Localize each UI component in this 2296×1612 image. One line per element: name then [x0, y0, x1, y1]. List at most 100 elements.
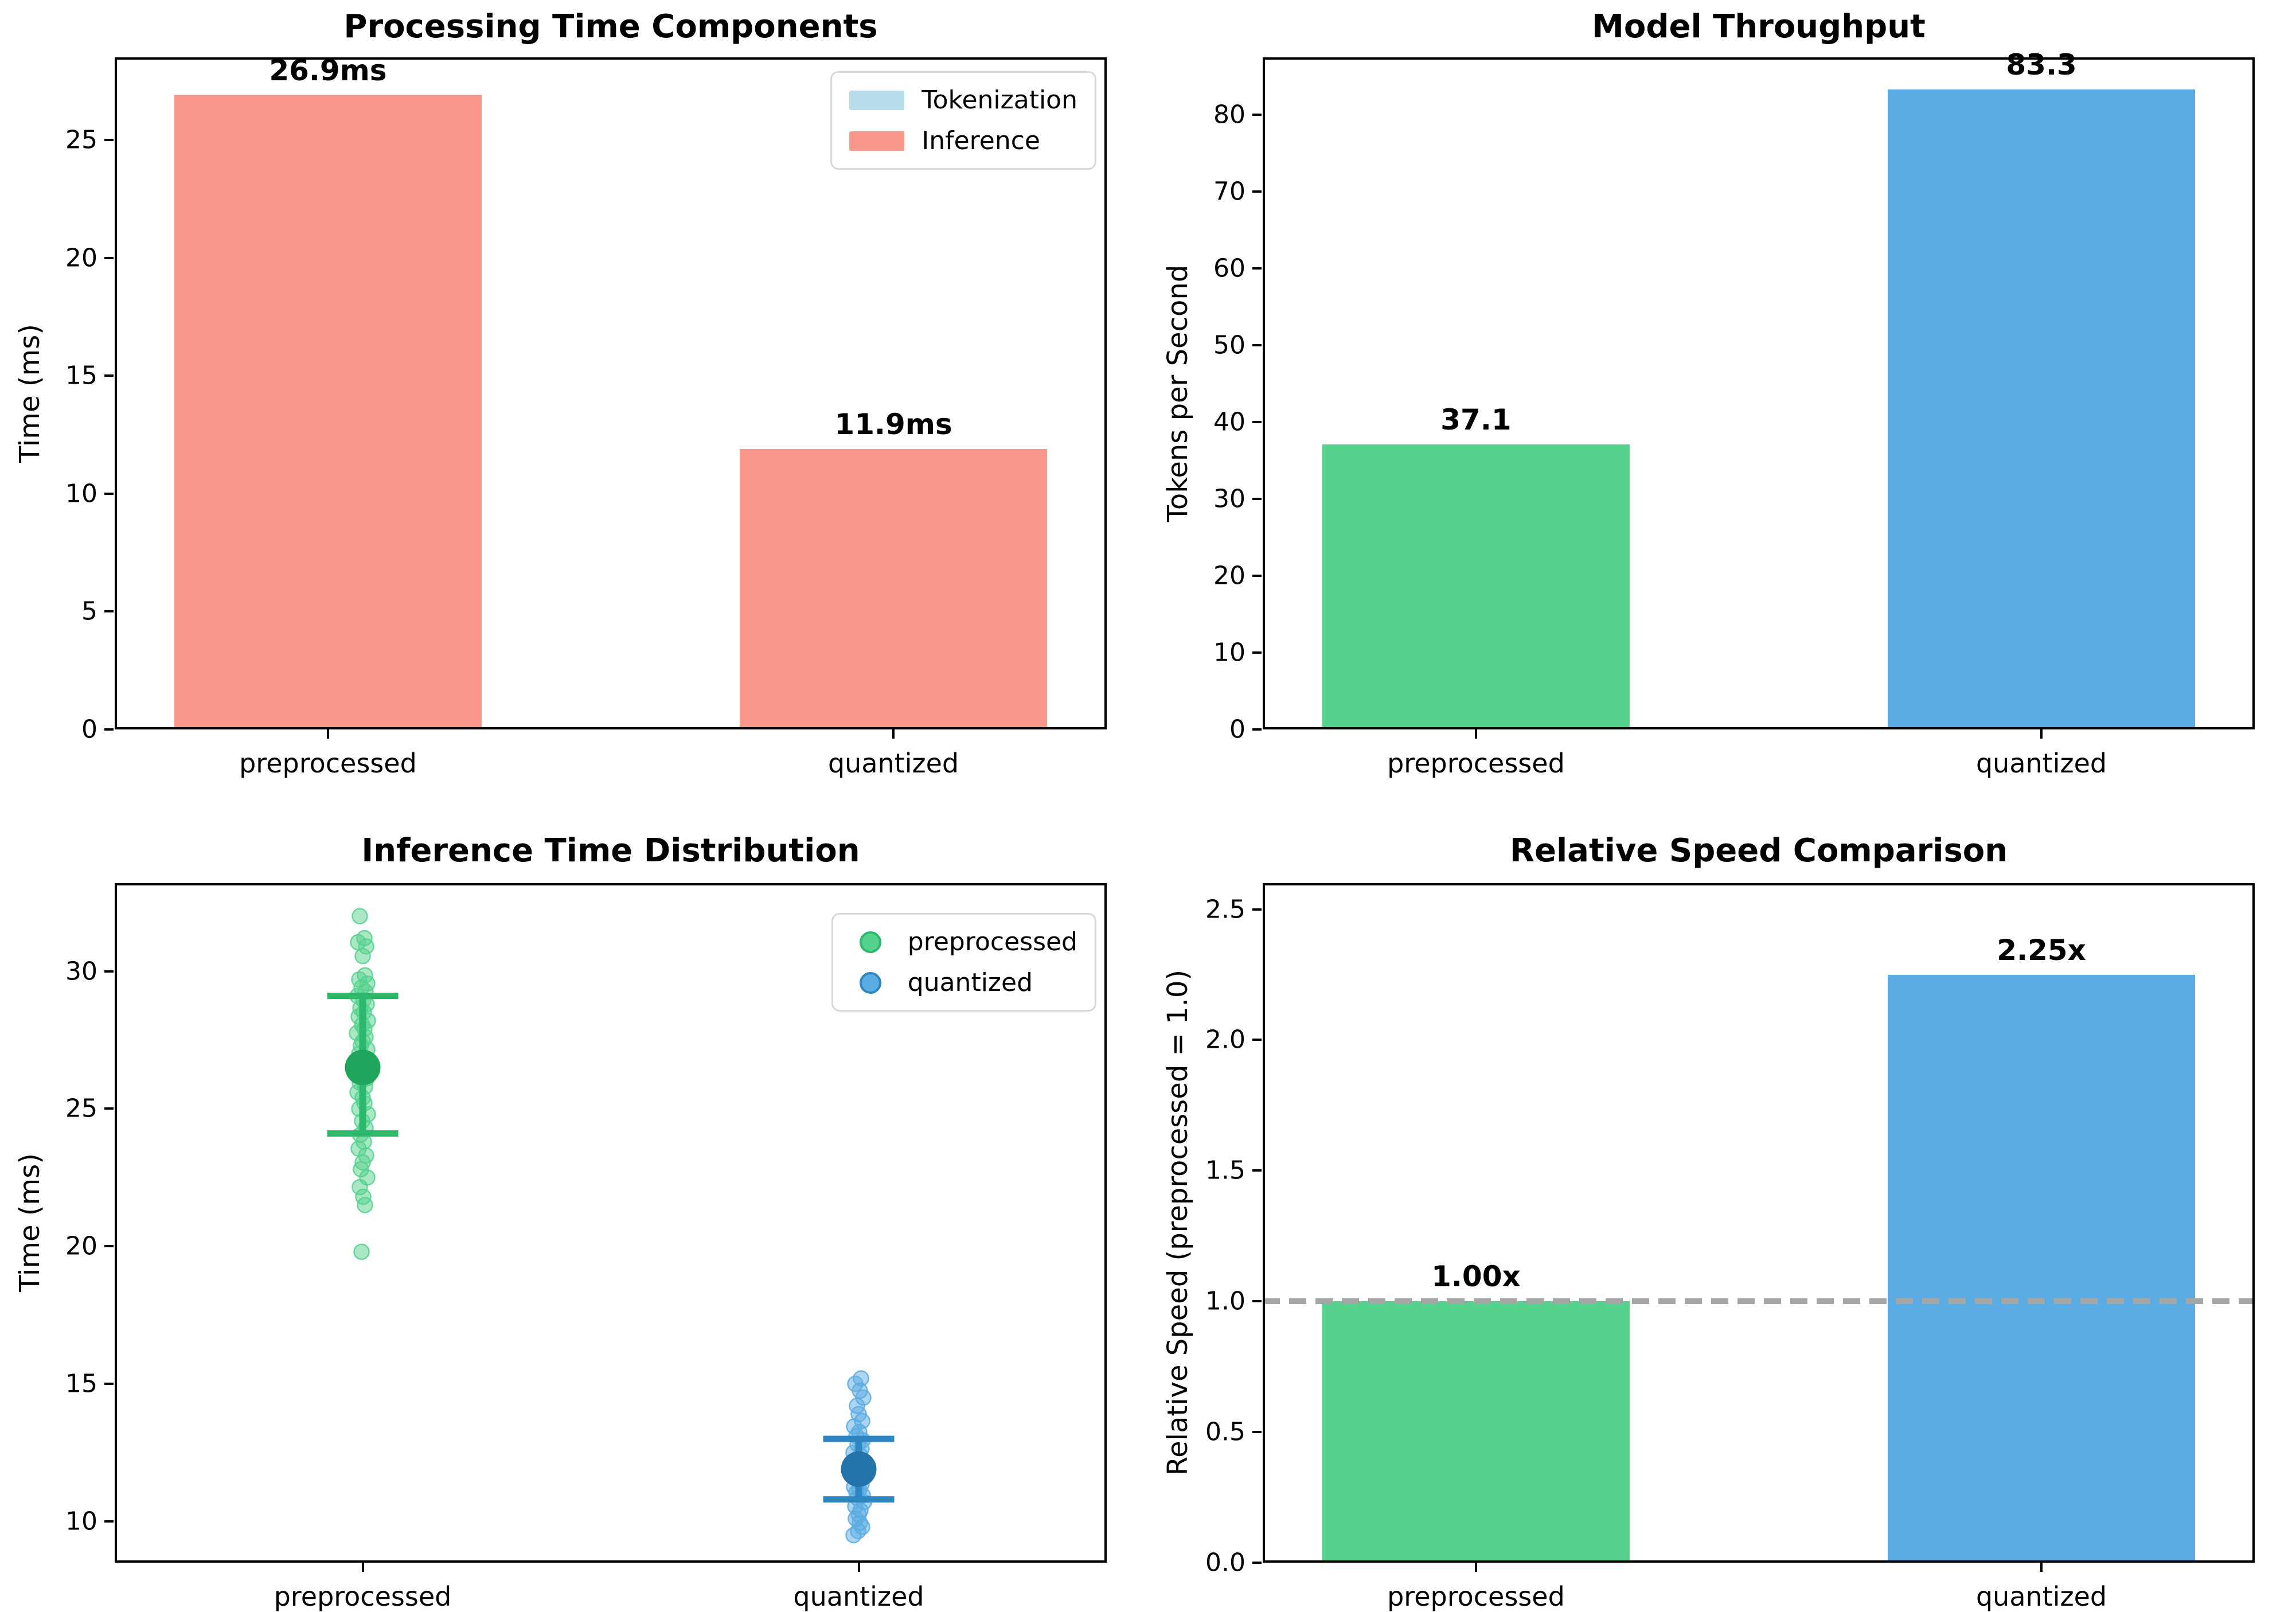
x-tick-mark — [2040, 729, 2043, 739]
mean-marker-quantized — [841, 1451, 877, 1487]
x-tick-label-quantized: quantized — [793, 1581, 924, 1612]
y-tick-mark — [104, 1245, 114, 1248]
error-bar-cap — [823, 1435, 895, 1442]
legend-processing-time: Tokenization Inference — [830, 71, 1096, 170]
y-tick-label: 10 — [65, 479, 97, 509]
y-tick-label: 20 — [65, 243, 97, 273]
y-tick-mark — [1252, 421, 1262, 424]
y-tick-label: 30 — [1213, 484, 1245, 514]
y-tick-mark — [1252, 1300, 1262, 1303]
x-tick-label-preprocessed: preprocessed — [239, 748, 417, 779]
legend-item-tokenization: Tokenization — [849, 85, 1077, 115]
baseline-dashed-line — [1263, 1298, 2255, 1305]
y-tick-mark — [1252, 575, 1262, 577]
x-tick-label-quantized: quantized — [827, 748, 959, 779]
strip-group-quantized — [823, 1370, 895, 1544]
bar-value-label: 83.3 — [2006, 48, 2077, 82]
bar-preprocessed — [1322, 1301, 1630, 1563]
y-tick-label: 2.0 — [1205, 1025, 1245, 1055]
x-tick-mark — [1474, 1563, 1477, 1572]
x-tick-label-preprocessed: preprocessed — [274, 1581, 452, 1612]
legend-item-quantized: quantized — [850, 968, 1077, 997]
x-tick-label-quantized: quantized — [1975, 748, 2107, 779]
y-tick-label: 15 — [65, 1369, 97, 1399]
y-tick-mark — [1252, 1169, 1262, 1172]
legend-item-inference: Inference — [849, 126, 1077, 155]
y-tick-mark — [104, 1107, 114, 1110]
y-tick-label: 1.5 — [1205, 1156, 1245, 1185]
y-tick-label: 0 — [1229, 715, 1245, 744]
y-tick-label: 1.0 — [1205, 1286, 1245, 1316]
x-tick-mark — [1474, 729, 1477, 739]
y-tick-label: 60 — [1213, 253, 1245, 283]
chart-processing-time: Processing Time Components Time (ms) Tok… — [0, 0, 1148, 806]
y-axis-label: Relative Speed (preprocessed = 1.0) — [1162, 969, 1194, 1476]
scatter-point — [353, 1243, 370, 1260]
y-tick-mark — [1252, 267, 1262, 270]
inference-swatch-icon — [849, 131, 905, 151]
scatter-point — [845, 1527, 862, 1544]
y-tick-mark — [104, 1383, 114, 1385]
chart-title: Inference Time Distribution — [361, 832, 860, 869]
y-tick-label: 50 — [1213, 330, 1245, 360]
legend-label: quantized — [907, 968, 1033, 997]
y-tick-label: 5 — [81, 596, 97, 626]
y-tick-label: 10 — [1213, 638, 1245, 668]
chart-title: Relative Speed Comparison — [1509, 832, 2008, 869]
y-axis-label: Tokens per Second — [1162, 264, 1194, 522]
bar-quantized — [1887, 974, 2196, 1563]
y-tick-label: 0.0 — [1205, 1548, 1245, 1578]
chart-relative-speed: Relative Speed Comparison Relative Speed… — [1148, 806, 2296, 1612]
quantized-marker-icon — [859, 971, 881, 994]
y-tick-mark — [1252, 344, 1262, 347]
y-tick-label: 25 — [65, 1094, 97, 1123]
legend-label: Tokenization — [921, 85, 1077, 115]
y-tick-label: 10 — [65, 1506, 97, 1536]
x-tick-mark — [857, 1563, 860, 1572]
x-tick-mark — [892, 729, 895, 739]
y-tick-mark — [1252, 190, 1262, 193]
y-tick-label: 20 — [65, 1231, 97, 1261]
y-tick-label: 40 — [1213, 407, 1245, 437]
x-tick-label-preprocessed: preprocessed — [1387, 1581, 1565, 1612]
x-tick-label-preprocessed: preprocessed — [1387, 748, 1565, 779]
y-tick-label: 20 — [1213, 561, 1245, 591]
y-tick-mark — [104, 138, 114, 141]
plot-area-processing-time: Tokenization Inference 0 5 10 15 20 25 preproc… — [65, 54, 1107, 779]
y-axis-label: Time (ms) — [14, 1153, 46, 1292]
error-bar-cap — [327, 993, 399, 1000]
error-bar-cap — [327, 1130, 399, 1137]
y-tick-label: 80 — [1213, 100, 1245, 130]
y-tick-label: 15 — [65, 361, 97, 391]
y-tick-mark — [104, 374, 114, 377]
chart-inference-distribution: Inference Time Distribution Time (ms) pr… — [0, 806, 1148, 1612]
mean-marker-preprocessed — [345, 1049, 381, 1086]
legend-inference-distribution: preprocessed quantized — [831, 913, 1096, 1012]
x-tick-mark — [361, 1563, 364, 1572]
y-tick-mark — [104, 256, 114, 259]
plot-area-throughput: 0 10 20 30 40 50 60 70 80 preprocessed quantized 37… — [1213, 48, 2255, 779]
y-tick-mark — [1252, 728, 1262, 731]
y-tick-label: 0.5 — [1205, 1417, 1245, 1447]
y-tick-mark — [104, 610, 114, 613]
x-tick-mark — [326, 729, 329, 739]
tokenization-swatch-icon — [849, 90, 905, 110]
plot-area-inference-distribution: preprocessed quantized 10 15 20 25 30 preproc… — [65, 883, 1107, 1612]
y-tick-mark — [104, 1520, 114, 1523]
scatter-point — [357, 1197, 373, 1213]
bar-quantized — [1887, 89, 2196, 729]
y-tick-mark — [104, 492, 114, 495]
y-tick-mark — [1252, 1039, 1262, 1041]
bar-preprocessed — [1322, 444, 1630, 729]
x-tick-label-quantized: quantized — [1975, 1581, 2107, 1612]
strip-group-preprocessed — [327, 908, 399, 1260]
y-tick-mark — [1252, 498, 1262, 501]
y-tick-label: 2.5 — [1205, 895, 1245, 924]
y-tick-mark — [104, 970, 114, 973]
x-tick-mark — [2040, 1563, 2043, 1572]
y-tick-mark — [104, 728, 114, 731]
y-tick-mark — [1252, 908, 1262, 911]
scatter-point — [352, 908, 368, 924]
y-tick-mark — [1252, 1562, 1262, 1564]
